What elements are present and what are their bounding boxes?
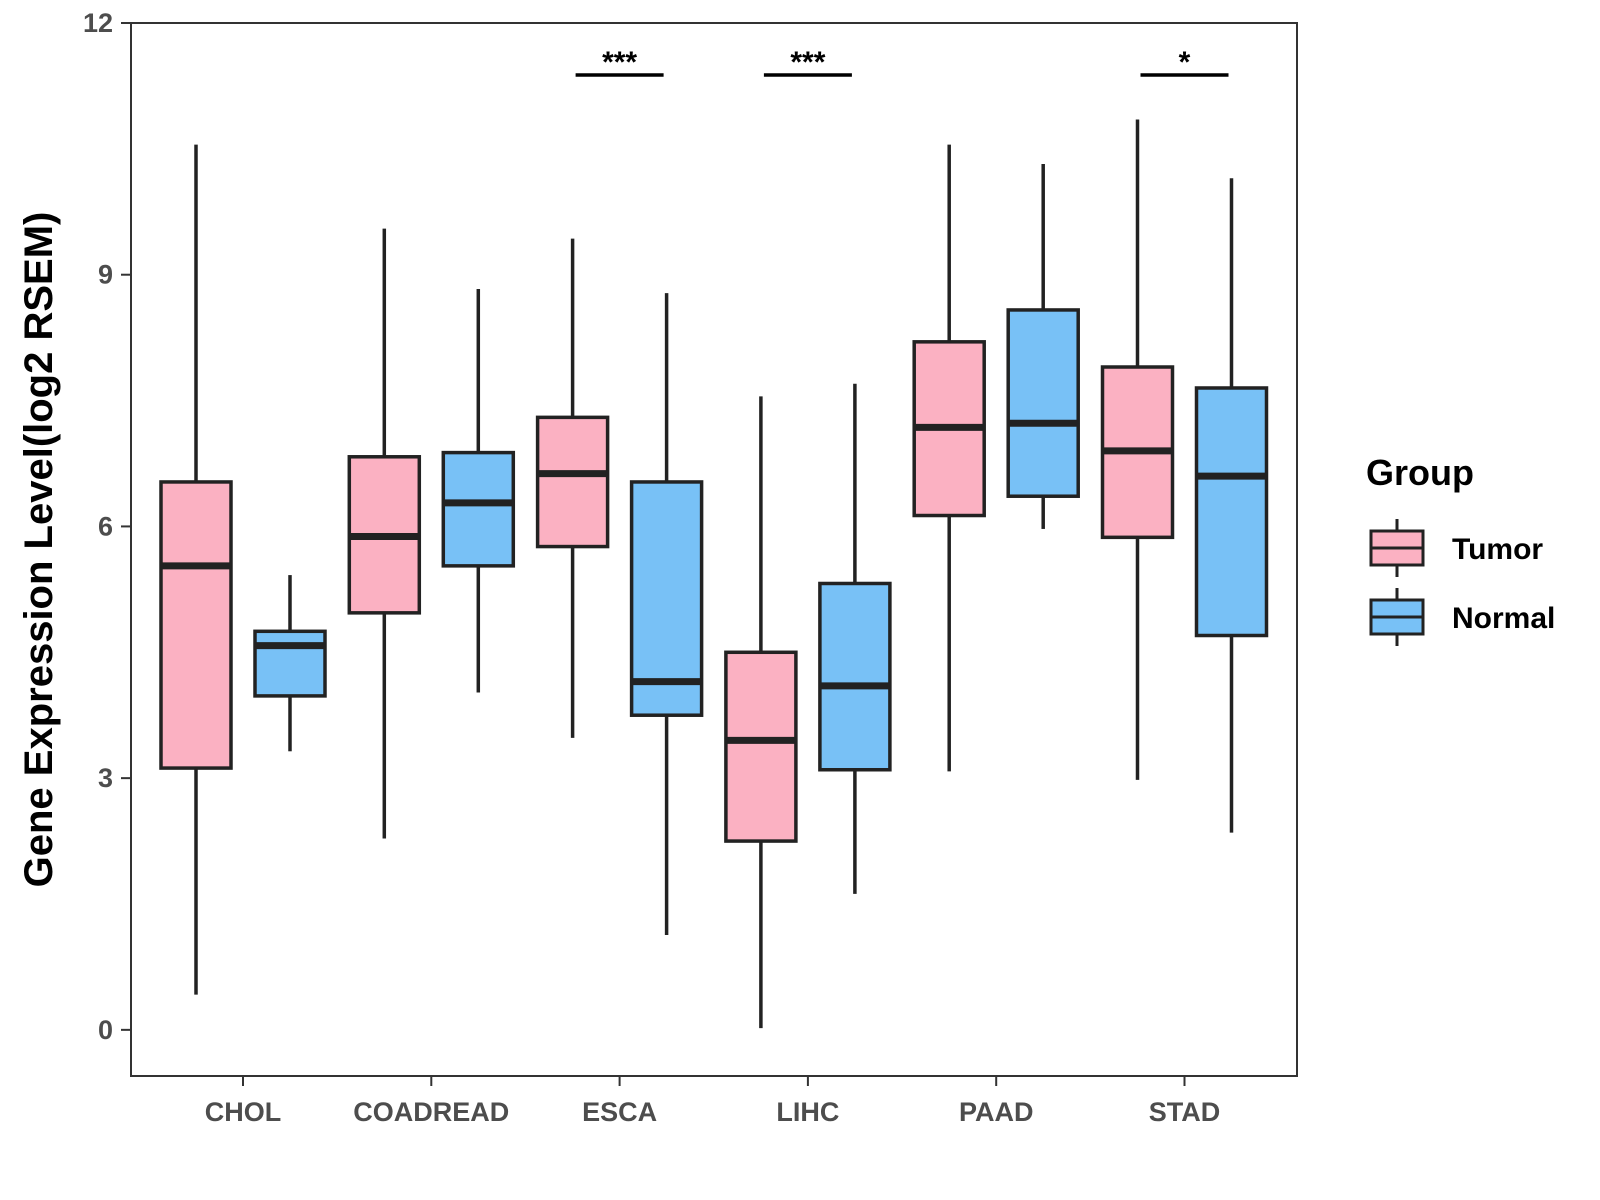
legend-label-normal: Normal — [1452, 602, 1555, 635]
y-tick-label: 12 — [83, 8, 113, 38]
box-iqr — [441, 450, 516, 568]
box-tumor-paad — [912, 144, 986, 772]
box-iqr — [253, 629, 327, 698]
y-tick-label: 0 — [98, 1015, 113, 1045]
panel-border — [130, 22, 1298, 1077]
box-normal-stad — [1194, 178, 1269, 833]
y-axis: 0 3 6 9 12 — [83, 8, 131, 1045]
box-normal-esca — [629, 293, 704, 936]
box-tumor-lihc — [724, 396, 798, 1029]
significance-label: * — [1179, 46, 1191, 79]
box-normal-coadread — [441, 288, 516, 693]
legend-item-tumor: Tumor — [1369, 519, 1543, 577]
y-axis-title: Gene Expression Level(log2 RSEM) — [17, 212, 61, 888]
x-tick-label-stad: STAD — [1149, 1097, 1221, 1127]
box-normal-paad — [1006, 163, 1080, 529]
legend: Group Tumor Normal — [1366, 452, 1555, 646]
box-iqr — [159, 480, 233, 770]
y-tick-label: 6 — [98, 511, 113, 541]
x-tick-label-paad: PAAD — [959, 1097, 1034, 1127]
box-iqr — [818, 581, 892, 772]
x-tick-label-lihc: LIHC — [776, 1097, 839, 1127]
y-tick-label: 9 — [98, 260, 113, 290]
significance-label: *** — [602, 46, 637, 79]
legend-title: Group — [1366, 452, 1474, 493]
box-tumor-stad — [1100, 119, 1175, 780]
box-normal-chol — [253, 575, 327, 752]
box-iqr — [724, 650, 798, 843]
box-iqr — [1006, 308, 1080, 498]
box-tumor-esca — [535, 238, 610, 738]
x-tick-label-chol: CHOL — [205, 1097, 282, 1127]
significance-label: *** — [790, 46, 825, 79]
legend-label-tumor: Tumor — [1452, 533, 1543, 566]
significance-annotations: *** *** * — [575, 46, 1229, 79]
legend-item-normal: Normal — [1369, 588, 1555, 646]
x-axis: CHOL COADREAD ESCA LIHC PAAD STAD — [205, 1076, 1221, 1127]
box-iqr — [629, 480, 704, 717]
x-tick-label-coadread: COADREAD — [353, 1097, 509, 1127]
box-normal-lihc — [818, 383, 892, 894]
y-tick-label: 3 — [98, 763, 113, 793]
x-tick-label-esca: ESCA — [582, 1097, 657, 1127]
box-tumor-chol — [159, 144, 233, 995]
box-iqr — [1194, 386, 1269, 638]
box-iqr — [535, 415, 610, 549]
box-tumor-coadread — [347, 228, 422, 839]
boxes-layer — [159, 119, 1269, 1029]
